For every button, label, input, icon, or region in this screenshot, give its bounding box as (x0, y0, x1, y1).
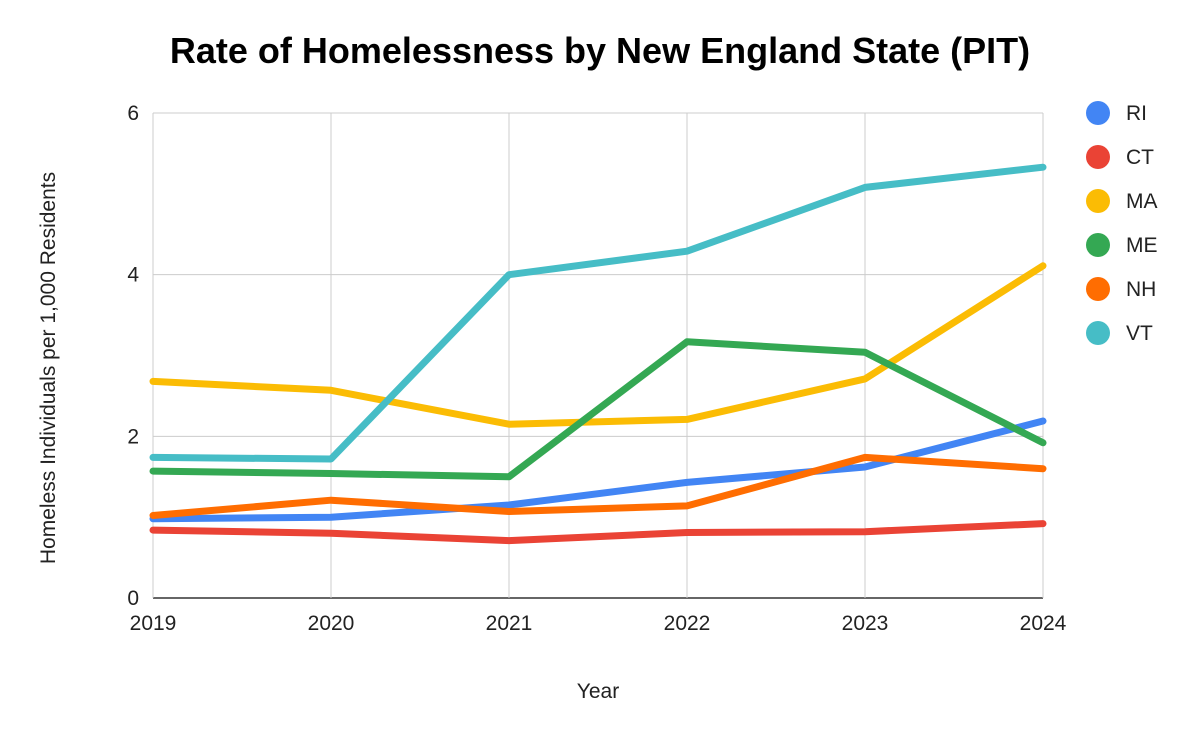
legend-marker-ma (1086, 189, 1110, 213)
legend-label-ri: RI (1126, 102, 1147, 125)
legend-marker-ri (1086, 101, 1110, 125)
x-tick-label: 2021 (486, 612, 533, 635)
series-line-me (149, 338, 1047, 481)
legend-label-vt: VT (1126, 322, 1153, 345)
series-layer (149, 163, 1047, 545)
series-line-ct (149, 520, 1047, 545)
series-line-vt (149, 163, 1047, 463)
x-tick-label: 2023 (842, 612, 889, 635)
legend-label-ct: CT (1126, 146, 1154, 169)
legend-marker-nh (1086, 277, 1110, 301)
y-tick-label: 4 (127, 264, 139, 287)
x-tick-label: 2024 (1020, 612, 1067, 635)
legend-marker-me (1086, 233, 1110, 257)
x-tick-label: 2020 (308, 612, 355, 635)
x-axis-title: Year (577, 680, 619, 703)
legend-marker-ct (1086, 145, 1110, 169)
legend-label-me: ME (1126, 234, 1158, 257)
x-tick-label: 2022 (664, 612, 711, 635)
legend-marker-vt (1086, 321, 1110, 345)
grid-layer (152, 112, 1044, 599)
series-line-nh (149, 453, 1047, 519)
legend-label-nh: NH (1126, 278, 1156, 301)
y-axis-title: Homeless Individuals per 1,000 Residents (37, 172, 60, 564)
legend: RI CT MA ME NH VT (1086, 101, 1158, 345)
y-tick-label: 0 (127, 587, 139, 610)
legend-label-ma: MA (1126, 190, 1158, 213)
x-tick-label: 2019 (130, 612, 177, 635)
y-tick-label: 6 (127, 102, 139, 125)
chart-title: Rate of Homelessness by New England Stat… (169, 30, 1031, 71)
series-line-ma (149, 262, 1047, 428)
tick-layer: 0 2 4 6 2019 2020 2021 2022 2023 2024 (127, 102, 1066, 635)
y-tick-label: 2 (127, 425, 139, 448)
